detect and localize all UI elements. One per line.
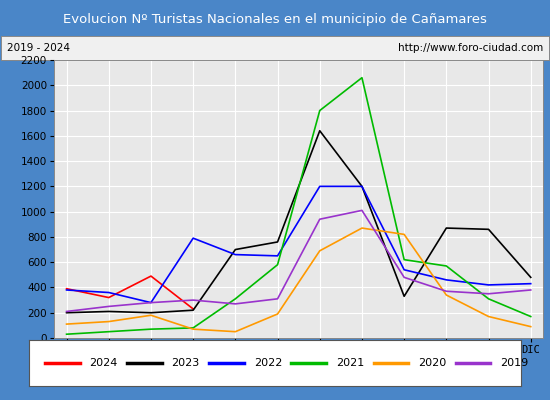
Text: http://www.foro-ciudad.com: http://www.foro-ciudad.com xyxy=(398,43,543,53)
Text: 2019: 2019 xyxy=(500,358,529,368)
Text: 2020: 2020 xyxy=(418,358,446,368)
Text: Evolucion Nº Turistas Nacionales en el municipio de Cañamares: Evolucion Nº Turistas Nacionales en el m… xyxy=(63,12,487,26)
Text: 2022: 2022 xyxy=(254,358,282,368)
Text: 2021: 2021 xyxy=(336,358,364,368)
Text: 2023: 2023 xyxy=(172,358,200,368)
Text: 2019 - 2024: 2019 - 2024 xyxy=(7,43,70,53)
Text: 2024: 2024 xyxy=(90,358,118,368)
